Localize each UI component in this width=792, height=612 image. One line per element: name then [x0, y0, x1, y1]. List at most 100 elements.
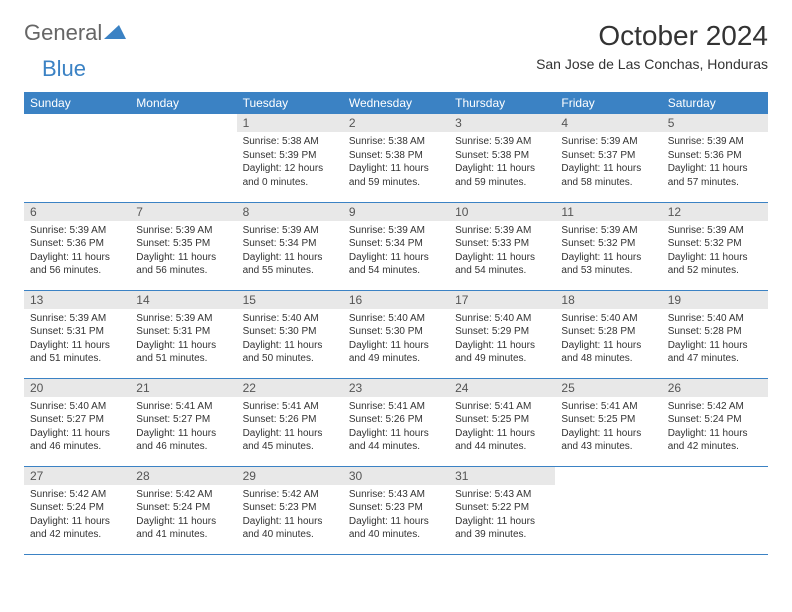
- calendar-cell: [555, 466, 661, 554]
- sunset-text: Sunset: 5:38 PM: [349, 149, 443, 163]
- calendar-cell: 21Sunrise: 5:41 AMSunset: 5:27 PMDayligh…: [130, 378, 236, 466]
- sunset-text: Sunset: 5:25 PM: [561, 413, 655, 427]
- sunset-text: Sunset: 5:24 PM: [136, 501, 230, 515]
- calendar-week-row: 20Sunrise: 5:40 AMSunset: 5:27 PMDayligh…: [24, 378, 768, 466]
- calendar-week-row: 13Sunrise: 5:39 AMSunset: 5:31 PMDayligh…: [24, 290, 768, 378]
- day-number: 10: [449, 203, 555, 221]
- day-content: Sunrise: 5:40 AMSunset: 5:28 PMDaylight:…: [555, 309, 661, 369]
- daylight-text: Daylight: 11 hours and 58 minutes.: [561, 162, 655, 189]
- sunset-text: Sunset: 5:30 PM: [349, 325, 443, 339]
- day-content: Sunrise: 5:42 AMSunset: 5:24 PMDaylight:…: [130, 485, 236, 545]
- day-number: 13: [24, 291, 130, 309]
- sunrise-text: Sunrise: 5:39 AM: [455, 224, 549, 238]
- calendar-cell: 23Sunrise: 5:41 AMSunset: 5:26 PMDayligh…: [343, 378, 449, 466]
- day-number: 15: [237, 291, 343, 309]
- daylight-text: Daylight: 11 hours and 52 minutes.: [668, 251, 762, 278]
- daylight-text: Daylight: 11 hours and 46 minutes.: [136, 427, 230, 454]
- daylight-text: Daylight: 11 hours and 49 minutes.: [455, 339, 549, 366]
- day-number: 20: [24, 379, 130, 397]
- day-content: Sunrise: 5:39 AMSunset: 5:32 PMDaylight:…: [555, 221, 661, 281]
- sunset-text: Sunset: 5:32 PM: [561, 237, 655, 251]
- day-number: 16: [343, 291, 449, 309]
- daylight-text: Daylight: 11 hours and 40 minutes.: [349, 515, 443, 542]
- sunrise-text: Sunrise: 5:39 AM: [136, 312, 230, 326]
- day-number: 6: [24, 203, 130, 221]
- calendar-cell: 10Sunrise: 5:39 AMSunset: 5:33 PMDayligh…: [449, 202, 555, 290]
- calendar-cell: [662, 466, 768, 554]
- sunrise-text: Sunrise: 5:39 AM: [349, 224, 443, 238]
- day-content: Sunrise: 5:40 AMSunset: 5:30 PMDaylight:…: [343, 309, 449, 369]
- day-number: 31: [449, 467, 555, 485]
- sunrise-text: Sunrise: 5:39 AM: [243, 224, 337, 238]
- calendar-week-row: 27Sunrise: 5:42 AMSunset: 5:24 PMDayligh…: [24, 466, 768, 554]
- sunset-text: Sunset: 5:36 PM: [668, 149, 762, 163]
- sunrise-text: Sunrise: 5:41 AM: [561, 400, 655, 414]
- day-content: Sunrise: 5:38 AMSunset: 5:38 PMDaylight:…: [343, 132, 449, 192]
- day-content: Sunrise: 5:41 AMSunset: 5:26 PMDaylight:…: [343, 397, 449, 457]
- calendar-cell: 31Sunrise: 5:43 AMSunset: 5:22 PMDayligh…: [449, 466, 555, 554]
- calendar-cell: 24Sunrise: 5:41 AMSunset: 5:25 PMDayligh…: [449, 378, 555, 466]
- weekday-header: Tuesday: [237, 92, 343, 114]
- daylight-text: Daylight: 11 hours and 50 minutes.: [243, 339, 337, 366]
- daylight-text: Daylight: 11 hours and 44 minutes.: [455, 427, 549, 454]
- daylight-text: Daylight: 11 hours and 45 minutes.: [243, 427, 337, 454]
- sunrise-text: Sunrise: 5:40 AM: [561, 312, 655, 326]
- calendar-cell: 20Sunrise: 5:40 AMSunset: 5:27 PMDayligh…: [24, 378, 130, 466]
- day-content: Sunrise: 5:39 AMSunset: 5:31 PMDaylight:…: [130, 309, 236, 369]
- calendar-body: 1Sunrise: 5:38 AMSunset: 5:39 PMDaylight…: [24, 114, 768, 554]
- sunset-text: Sunset: 5:26 PM: [349, 413, 443, 427]
- daylight-text: Daylight: 11 hours and 49 minutes.: [349, 339, 443, 366]
- calendar-cell: 5 Sunrise: 5:39 AMSunset: 5:36 PMDaylight…: [662, 114, 768, 202]
- daylight-text: Daylight: 11 hours and 59 minutes.: [455, 162, 549, 189]
- day-number: 5: [662, 114, 768, 132]
- day-content: Sunrise: 5:42 AMSunset: 5:24 PMDaylight:…: [662, 397, 768, 457]
- daylight-text: Daylight: 11 hours and 51 minutes.: [30, 339, 124, 366]
- day-content: Sunrise: 5:38 AMSunset: 5:39 PMDaylight:…: [237, 132, 343, 192]
- calendar-cell: 1Sunrise: 5:38 AMSunset: 5:39 PMDaylight…: [237, 114, 343, 202]
- sunrise-text: Sunrise: 5:41 AM: [349, 400, 443, 414]
- day-number: 8: [237, 203, 343, 221]
- daylight-text: Daylight: 12 hours and 0 minutes.: [243, 162, 337, 189]
- day-number: 29: [237, 467, 343, 485]
- day-number: 22: [237, 379, 343, 397]
- sunrise-text: Sunrise: 5:39 AM: [30, 312, 124, 326]
- sunrise-text: Sunrise: 5:42 AM: [243, 488, 337, 502]
- daylight-text: Daylight: 11 hours and 51 minutes.: [136, 339, 230, 366]
- day-number: 14: [130, 291, 236, 309]
- sunset-text: Sunset: 5:37 PM: [561, 149, 655, 163]
- calendar-cell: 4Sunrise: 5:39 AMSunset: 5:37 PMDaylight…: [555, 114, 661, 202]
- calendar-cell: 11Sunrise: 5:39 AMSunset: 5:32 PMDayligh…: [555, 202, 661, 290]
- sunrise-text: Sunrise: 5:39 AM: [30, 224, 124, 238]
- day-number: 17: [449, 291, 555, 309]
- day-number: 24: [449, 379, 555, 397]
- calendar-cell: 2Sunrise: 5:38 AMSunset: 5:38 PMDaylight…: [343, 114, 449, 202]
- logo-text-blue: Blue: [42, 56, 86, 81]
- day-number: 1: [237, 114, 343, 132]
- day-number: 28: [130, 467, 236, 485]
- calendar-week-row: 6Sunrise: 5:39 AMSunset: 5:36 PMDaylight…: [24, 202, 768, 290]
- day-number: 19: [662, 291, 768, 309]
- logo-triangle-icon: [104, 23, 126, 44]
- day-number: 18: [555, 291, 661, 309]
- weekday-header: Friday: [555, 92, 661, 114]
- sunset-text: Sunset: 5:36 PM: [30, 237, 124, 251]
- daylight-text: Daylight: 11 hours and 42 minutes.: [668, 427, 762, 454]
- day-content: Sunrise: 5:40 AMSunset: 5:28 PMDaylight:…: [662, 309, 768, 369]
- sunrise-text: Sunrise: 5:39 AM: [668, 135, 762, 149]
- sunrise-text: Sunrise: 5:41 AM: [455, 400, 549, 414]
- sunrise-text: Sunrise: 5:42 AM: [136, 488, 230, 502]
- sunset-text: Sunset: 5:39 PM: [243, 149, 337, 163]
- day-number: 3: [449, 114, 555, 132]
- day-content: Sunrise: 5:39 AMSunset: 5:37 PMDaylight:…: [555, 132, 661, 192]
- day-number: 25: [555, 379, 661, 397]
- sunrise-text: Sunrise: 5:40 AM: [243, 312, 337, 326]
- day-number: 27: [24, 467, 130, 485]
- weekday-header: Sunday: [24, 92, 130, 114]
- day-number: 4: [555, 114, 661, 132]
- day-number: 23: [343, 379, 449, 397]
- sunrise-text: Sunrise: 5:40 AM: [349, 312, 443, 326]
- sunrise-text: Sunrise: 5:38 AM: [349, 135, 443, 149]
- weekday-header: Thursday: [449, 92, 555, 114]
- sunset-text: Sunset: 5:27 PM: [30, 413, 124, 427]
- daylight-text: Daylight: 11 hours and 57 minutes.: [668, 162, 762, 189]
